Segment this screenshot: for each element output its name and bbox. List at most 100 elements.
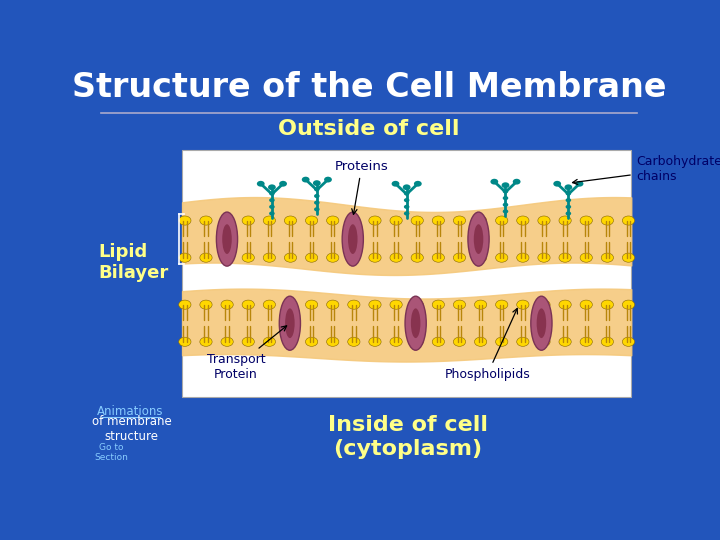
Circle shape xyxy=(369,300,381,309)
Circle shape xyxy=(305,253,318,262)
Circle shape xyxy=(179,300,191,309)
Circle shape xyxy=(348,216,360,225)
FancyBboxPatch shape xyxy=(182,150,631,397)
Circle shape xyxy=(601,253,613,262)
Circle shape xyxy=(564,184,572,190)
Circle shape xyxy=(221,337,233,346)
Circle shape xyxy=(503,210,508,213)
Circle shape xyxy=(559,216,571,225)
Circle shape xyxy=(242,300,254,309)
Circle shape xyxy=(414,181,422,187)
Ellipse shape xyxy=(536,308,546,338)
Circle shape xyxy=(242,337,254,346)
Circle shape xyxy=(538,253,550,262)
Circle shape xyxy=(348,337,360,346)
Circle shape xyxy=(474,253,487,262)
Circle shape xyxy=(495,216,508,225)
Text: Proteins: Proteins xyxy=(335,160,389,214)
Circle shape xyxy=(314,200,320,205)
Circle shape xyxy=(495,253,508,262)
Ellipse shape xyxy=(217,212,238,266)
Circle shape xyxy=(622,300,634,309)
Circle shape xyxy=(538,216,550,225)
Circle shape xyxy=(432,216,444,225)
Circle shape xyxy=(538,300,550,309)
Text: Inside of cell
(cytoplasm): Inside of cell (cytoplasm) xyxy=(328,415,488,458)
Ellipse shape xyxy=(285,308,294,338)
Circle shape xyxy=(284,216,297,225)
Circle shape xyxy=(622,337,634,346)
Circle shape xyxy=(503,196,508,200)
Circle shape xyxy=(200,253,212,262)
Circle shape xyxy=(404,205,410,209)
Circle shape xyxy=(566,205,571,209)
Circle shape xyxy=(269,211,275,215)
Circle shape xyxy=(432,253,444,262)
Circle shape xyxy=(402,184,410,190)
Circle shape xyxy=(495,337,508,346)
Circle shape xyxy=(580,300,593,309)
Circle shape xyxy=(327,253,339,262)
Circle shape xyxy=(242,253,254,262)
Circle shape xyxy=(411,253,423,262)
Circle shape xyxy=(502,183,509,188)
Circle shape xyxy=(454,337,466,346)
Circle shape xyxy=(268,184,276,190)
Circle shape xyxy=(327,337,339,346)
Text: of membrane
structure: of membrane structure xyxy=(92,415,172,443)
Ellipse shape xyxy=(405,296,426,350)
Circle shape xyxy=(538,337,550,346)
Circle shape xyxy=(390,337,402,346)
Circle shape xyxy=(284,337,297,346)
Circle shape xyxy=(454,253,466,262)
Ellipse shape xyxy=(411,308,420,338)
Circle shape xyxy=(269,198,275,202)
Circle shape xyxy=(575,181,583,187)
Circle shape xyxy=(553,181,561,187)
Circle shape xyxy=(404,198,410,202)
Circle shape xyxy=(411,300,423,309)
Ellipse shape xyxy=(222,224,232,254)
Circle shape xyxy=(517,337,529,346)
Circle shape xyxy=(580,253,593,262)
Text: Carbohydrate
chains: Carbohydrate chains xyxy=(572,155,720,185)
Circle shape xyxy=(559,300,571,309)
Circle shape xyxy=(369,253,381,262)
Circle shape xyxy=(264,337,276,346)
Circle shape xyxy=(264,253,276,262)
Ellipse shape xyxy=(342,212,364,266)
Circle shape xyxy=(411,337,423,346)
Circle shape xyxy=(622,253,634,262)
Circle shape xyxy=(327,216,339,225)
Circle shape xyxy=(490,179,498,185)
Text: Transport
Protein: Transport Protein xyxy=(207,326,287,381)
Circle shape xyxy=(221,253,233,262)
Circle shape xyxy=(200,300,212,309)
Ellipse shape xyxy=(468,212,489,266)
Circle shape xyxy=(369,337,381,346)
Circle shape xyxy=(314,194,320,198)
Circle shape xyxy=(200,337,212,346)
Circle shape xyxy=(404,211,410,215)
Circle shape xyxy=(495,300,508,309)
Circle shape xyxy=(474,337,487,346)
Circle shape xyxy=(559,253,571,262)
Circle shape xyxy=(264,216,276,225)
Circle shape xyxy=(242,216,254,225)
Circle shape xyxy=(392,181,400,187)
Circle shape xyxy=(302,177,310,183)
Circle shape xyxy=(454,300,466,309)
Circle shape xyxy=(279,181,287,187)
Circle shape xyxy=(305,216,318,225)
Text: Animations: Animations xyxy=(97,406,163,419)
Circle shape xyxy=(566,192,571,195)
Text: Phospholipids: Phospholipids xyxy=(445,308,531,381)
Circle shape xyxy=(474,300,487,309)
Circle shape xyxy=(269,192,275,195)
Text: Go to
Section: Go to Section xyxy=(94,443,128,462)
Circle shape xyxy=(559,337,571,346)
Circle shape xyxy=(503,202,508,207)
Ellipse shape xyxy=(279,296,300,350)
Circle shape xyxy=(221,216,233,225)
Circle shape xyxy=(221,300,233,309)
